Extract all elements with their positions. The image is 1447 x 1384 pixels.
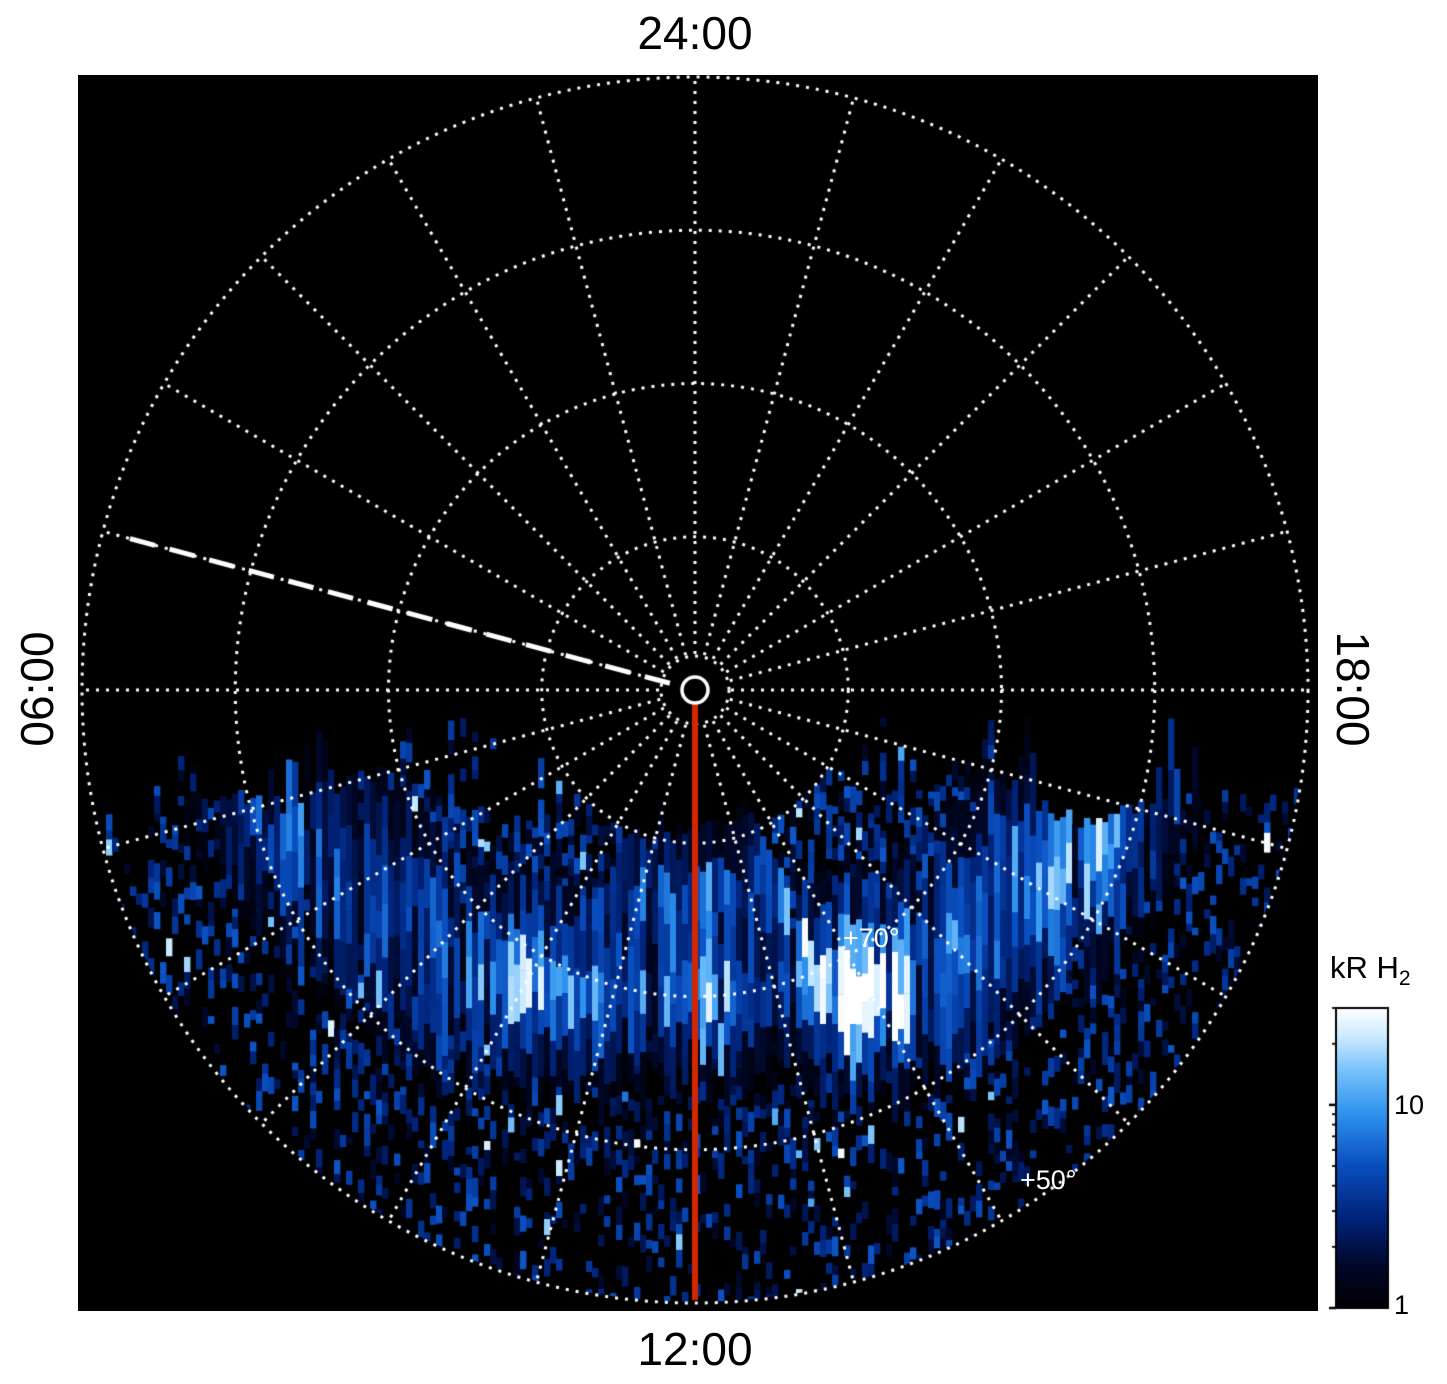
mlt-label-1800: 18:00	[1327, 631, 1379, 747]
colorbar-canvas	[1328, 1000, 1398, 1320]
colorbar-tick-label-10: 10	[1394, 1090, 1425, 1120]
colorbar-tick-label-1: 1	[1394, 1290, 1410, 1320]
mlt-label-1200: 12:00	[637, 1323, 753, 1375]
polar-plot-canvas	[78, 75, 1318, 1311]
colorbar: kR H2 10 1	[1328, 950, 1447, 1340]
plot-area: +70° +50°	[78, 75, 1318, 1311]
colorbar-title-main: kR H	[1330, 950, 1399, 985]
colorbar-title-sub: 2	[1398, 967, 1411, 991]
colorbar-title: kR H2	[1330, 950, 1411, 991]
mlt-label-2400: 24:00	[637, 7, 753, 59]
mlt-label-0600: 06:00	[11, 631, 63, 747]
